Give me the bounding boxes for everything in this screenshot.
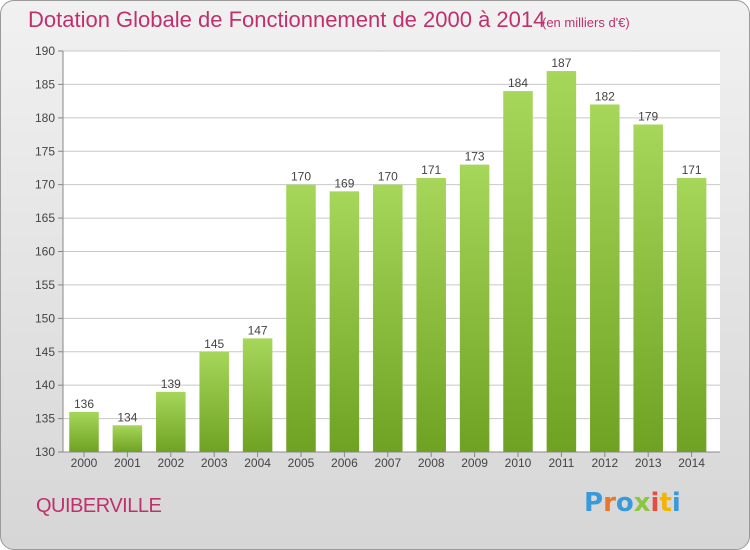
bar-value-label: 184 (508, 76, 528, 90)
x-tick-label: 2007 (374, 456, 401, 470)
bar-value-label: 139 (161, 377, 181, 391)
y-tick-label: 135 (35, 412, 55, 426)
x-tick-label: 2001 (114, 456, 141, 470)
commune-name: QUIBERVILLE (36, 495, 162, 517)
bar (503, 91, 533, 452)
x-tick-label: 2006 (331, 456, 358, 470)
bar-value-label: 170 (291, 170, 311, 184)
y-tick-label: 155 (35, 278, 55, 292)
bar (633, 124, 663, 453)
bar-value-label: 147 (248, 323, 268, 337)
bar-value-label: 170 (378, 170, 398, 184)
bar (329, 191, 360, 452)
y-tick-label: 160 (35, 245, 55, 259)
logo-text: Proxiti (584, 488, 681, 518)
bar-value-label: 179 (638, 110, 658, 124)
bar (373, 184, 403, 452)
x-tick-label: 2005 (288, 456, 315, 470)
x-tick-label: 2013 (635, 456, 662, 470)
bar-value-label: 182 (595, 89, 615, 103)
x-tick-label: 2000 (71, 456, 98, 470)
logo-letter: P (584, 488, 604, 518)
logo-letter: i (650, 488, 660, 518)
x-tick-label: 2008 (418, 456, 445, 470)
bar-value-label: 136 (74, 397, 94, 411)
chart-title: Dotation Globale de Fonctionnement de 20… (28, 7, 546, 32)
x-tick-label: 2004 (244, 456, 271, 470)
y-tick-label: 140 (35, 378, 55, 392)
bar-value-label: 169 (334, 176, 354, 190)
logo-letter: o (615, 488, 634, 518)
bar-value-label: 145 (204, 337, 224, 351)
bar (459, 164, 490, 452)
bar-value-label: 173 (465, 150, 485, 164)
x-tick-label: 2011 (548, 456, 574, 470)
y-tick-label: 150 (35, 311, 55, 325)
bar (156, 391, 186, 452)
logo-letter: t (659, 488, 672, 518)
y-tick-label: 175 (35, 144, 55, 158)
bar (112, 425, 143, 452)
y-tick-label: 185 (35, 77, 55, 91)
bar (676, 177, 707, 452)
y-tick-label: 190 (35, 44, 55, 58)
y-tick-label: 165 (35, 211, 55, 225)
chart-subtitle: (en milliers d'€) (542, 15, 630, 30)
logo-letter: i (671, 488, 681, 518)
x-tick-label: 2009 (461, 456, 488, 470)
bar (199, 351, 229, 452)
bar (546, 71, 577, 453)
bar (416, 177, 446, 452)
logo-letter: x (633, 488, 651, 518)
bar-value-label: 134 (117, 410, 137, 424)
y-tick-label: 180 (35, 111, 55, 125)
bar (69, 411, 99, 452)
x-tick-label: 2002 (157, 456, 184, 470)
bar (590, 104, 620, 452)
bar-value-label: 187 (551, 56, 571, 70)
bar (242, 338, 273, 452)
bar-value-label: 171 (421, 163, 441, 177)
bar (286, 184, 316, 452)
y-tick-label: 130 (35, 445, 55, 459)
x-tick-label: 2012 (591, 456, 618, 470)
y-tick-label: 145 (35, 345, 55, 359)
x-tick-label: 2003 (201, 456, 228, 470)
y-tick-label: 170 (35, 178, 55, 192)
x-tick-label: 2010 (505, 456, 532, 470)
proxiti-logo[interactable]: Proxiti (584, 488, 681, 518)
logo-letter: r (603, 488, 616, 518)
bar-value-label: 171 (682, 163, 702, 177)
x-tick-label: 2014 (678, 456, 705, 470)
